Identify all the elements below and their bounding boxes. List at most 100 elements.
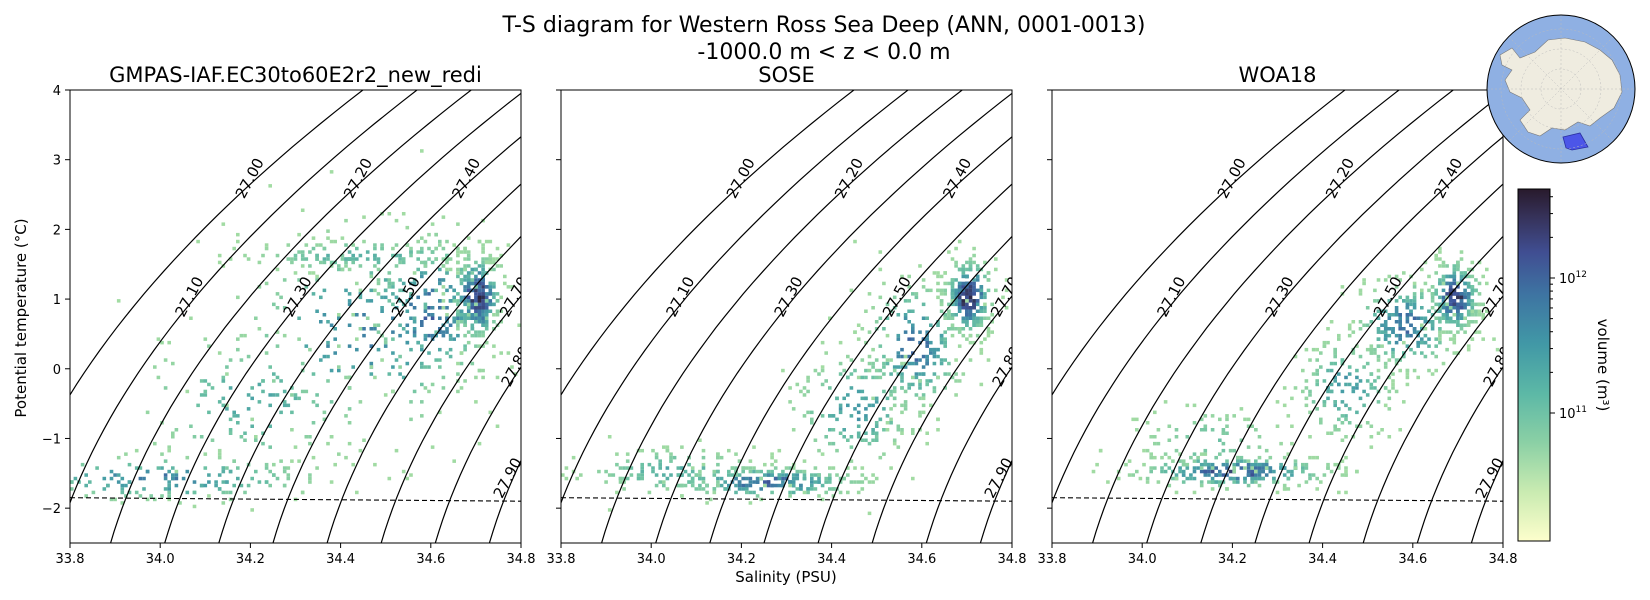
heatmap-cell — [394, 358, 399, 362]
x-tick-label: 34.0 — [1128, 552, 1157, 567]
heatmap-cell — [954, 260, 958, 265]
heatmap-cell — [1358, 424, 1363, 428]
heatmap-cell — [748, 501, 753, 505]
heatmap-cell — [1326, 466, 1330, 470]
heatmap-cell — [640, 466, 644, 470]
heatmap-cell — [300, 389, 305, 394]
heatmap-cell — [232, 410, 236, 415]
heatmap-cell — [268, 469, 272, 474]
heatmap-cell — [622, 487, 626, 491]
heatmap-cell — [1463, 302, 1467, 307]
heatmap-cell — [651, 466, 655, 470]
heatmap-cell — [1254, 473, 1258, 477]
heatmap-cell — [409, 292, 413, 296]
heatmap-cell — [282, 333, 287, 338]
y-tick-label: 0 — [53, 363, 61, 378]
heatmap-cell — [63, 501, 67, 505]
heatmap-cell — [770, 483, 774, 488]
heatmap-cell — [409, 347, 413, 352]
heatmap-cell — [1116, 476, 1121, 481]
heatmap-cell — [127, 490, 132, 495]
heatmap-cell — [1290, 396, 1294, 401]
heatmap-cell — [459, 351, 464, 355]
heatmap-cell — [907, 382, 911, 387]
heatmap-cell — [1275, 490, 1280, 495]
heatmap-cell — [864, 340, 868, 345]
heatmap-cell — [965, 292, 969, 296]
heatmap-cell — [802, 386, 807, 390]
heatmap-cell — [1412, 368, 1417, 373]
heatmap-cell — [1383, 323, 1388, 327]
heatmap-cell — [412, 333, 417, 338]
heatmap-cell — [1293, 386, 1298, 390]
heatmap-cell — [521, 247, 525, 251]
heatmap-cell — [979, 285, 984, 289]
heatmap-cell — [484, 257, 489, 261]
heatmap-cell — [737, 487, 742, 491]
heatmap-cell — [481, 246, 485, 251]
heatmap-cell — [1412, 351, 1417, 355]
heatmap-cell — [1463, 271, 1467, 275]
heatmap-cell — [1466, 323, 1471, 327]
heatmap-cell — [1319, 365, 1323, 369]
heatmap-cell — [932, 386, 937, 390]
heatmap-cell — [680, 445, 684, 449]
heatmap-cell — [488, 292, 493, 296]
heatmap-cell — [892, 295, 897, 300]
density-contour-line — [1146, 92, 1503, 543]
heatmap-cell — [63, 477, 67, 481]
heatmap-cell — [315, 403, 319, 408]
heatmap-cell — [1423, 333, 1428, 338]
heatmap-cell — [492, 354, 496, 359]
heatmap-cell — [994, 257, 998, 261]
heatmap-cell — [741, 487, 745, 491]
heatmap-cell — [1326, 389, 1330, 394]
heatmap-cell — [329, 368, 334, 373]
heatmap-cell — [874, 320, 879, 324]
heatmap-cell — [846, 466, 850, 470]
heatmap-cell — [445, 306, 449, 310]
heatmap-cell — [871, 428, 875, 432]
heatmap-cell — [380, 309, 384, 313]
heatmap-cell — [463, 288, 467, 293]
heatmap-cell — [957, 379, 962, 383]
heatmap-cell — [1423, 316, 1428, 320]
heatmap-cell — [1282, 466, 1287, 470]
heatmap-cell — [1199, 462, 1204, 467]
heatmap-cell — [1452, 302, 1457, 307]
heatmap-cell — [701, 487, 706, 491]
heatmap-cell — [1315, 347, 1319, 352]
heatmap-cell — [319, 295, 323, 300]
heatmap-cell — [239, 435, 244, 439]
heatmap-cell — [1347, 327, 1352, 331]
heatmap-cell — [304, 389, 309, 394]
heatmap-cell — [856, 424, 861, 428]
heatmap-cell — [828, 441, 832, 446]
x-tick-label: 34.2 — [727, 552, 756, 567]
contour-label: 27.60 — [1047, 155, 1083, 201]
heatmap-cell — [1301, 368, 1305, 373]
heatmap-cell — [856, 431, 861, 435]
heatmap-cell — [448, 337, 453, 341]
heatmap-cell — [1272, 476, 1276, 481]
heatmap-cell — [1412, 302, 1417, 307]
heatmap-cell — [466, 340, 471, 345]
heatmap-cell — [1333, 354, 1337, 359]
heatmap-cell — [1304, 379, 1309, 383]
heatmap-cell — [918, 386, 922, 390]
heatmap-cell — [232, 459, 236, 463]
heatmap-cell — [903, 330, 908, 334]
heatmap-cell — [380, 306, 384, 310]
heatmap-cell — [1203, 452, 1208, 456]
heatmap-cell — [293, 253, 298, 258]
heatmap-cell — [1347, 323, 1352, 327]
heatmap-cell — [459, 316, 464, 320]
heatmap-cell — [369, 274, 374, 279]
heatmap-cell — [911, 337, 915, 341]
heatmap-cell — [373, 288, 377, 293]
heatmap-cell — [730, 466, 735, 470]
heatmap-cell — [896, 313, 901, 317]
heatmap-cell — [203, 337, 208, 341]
heatmap-cell — [254, 438, 258, 442]
heatmap-cell — [1340, 473, 1345, 477]
